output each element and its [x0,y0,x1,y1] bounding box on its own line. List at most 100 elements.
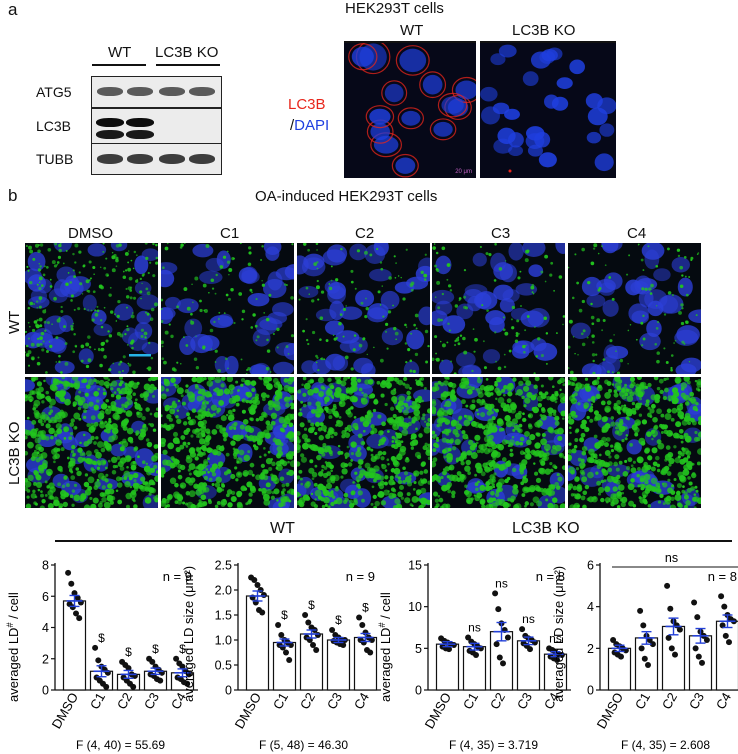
lipid-droplet [332,403,337,408]
nucleus [528,264,544,277]
lipid-droplet [298,469,303,474]
lipid-droplet [697,448,701,455]
y-tick-label: 0 [415,684,422,698]
lipid-droplet [515,334,519,337]
lipid-droplet [446,278,449,281]
lipid-droplet [83,504,91,508]
lipid-droplet [115,476,122,482]
lipid-droplet [187,442,191,446]
data-point [645,662,651,668]
nucleus [605,345,629,360]
lipid-droplet [146,441,153,448]
lipid-droplet [197,501,203,508]
lipid-droplet [352,348,356,352]
lipid-droplet [515,332,519,335]
lipid-droplet [204,309,208,313]
wb-lane-ko-line [156,64,220,66]
lipid-droplet [188,395,196,403]
lipid-droplet [207,408,210,411]
lipid-droplet [544,280,547,283]
lipid-droplet [667,487,674,494]
lipid-droplet [59,468,63,473]
lipid-droplet [248,251,252,255]
nucleus [299,404,317,419]
lipid-droplet [473,350,476,353]
lipid-droplet [479,500,485,505]
lipid-droplet [409,386,412,390]
lipid-droplet [328,283,331,285]
lipid-droplet [688,481,693,486]
lipid-droplet [314,464,318,468]
lipid-droplet [632,503,637,508]
lipid-droplet [427,443,430,448]
lipid-droplet [291,404,294,410]
lipid-droplet [697,431,701,438]
lipid-droplet [163,360,167,365]
lipid-droplet [451,474,459,482]
lipid-droplet [362,429,366,433]
lipid-droplet [377,490,385,498]
lipid-droplet [126,343,129,346]
stat-label: F (4, 35) = 2.608 [621,738,710,752]
lipid-droplet [161,414,163,418]
lipid-droplet [123,470,131,478]
lipid-droplet [251,435,258,442]
nucleus [581,276,603,297]
lipid-droplet [549,273,553,277]
lipid-droplet [118,362,121,366]
lipid-droplet [194,456,199,461]
data-point [310,642,316,648]
lipid-droplet [479,484,486,491]
lipid-droplet [668,463,672,467]
lipid-droplet [44,493,48,497]
nucleus [44,338,66,352]
lipid-droplet [290,334,294,338]
lipid-droplet [321,446,326,451]
lipid-droplet [183,429,189,436]
lipid-droplet [400,276,402,279]
lipid-droplet [630,467,637,474]
lipid-droplet [370,453,374,457]
lipid-droplet [619,418,624,423]
lipid-droplet [419,470,424,475]
lipid-droplet [311,477,315,480]
lipid-droplet [526,249,530,253]
lipid-droplet [55,336,59,340]
lipid-droplet [47,490,54,497]
lipid-droplet [111,268,116,273]
lipid-droplet [70,324,74,329]
lipid-droplet [683,491,688,496]
lipid-droplet [234,434,242,442]
lipid-droplet [509,448,513,452]
lipid-droplet [73,494,81,502]
lipid-droplet [92,497,99,504]
lipid-droplet [78,250,82,254]
lipid-droplet [407,421,412,427]
lipid-droplet [357,449,360,452]
lipid-droplet [270,412,278,419]
data-point [259,609,266,616]
lipid-droplet [28,325,31,328]
lipid-droplet [568,454,572,462]
significance-label: ns [549,631,562,645]
lipid-droplet [58,354,61,358]
lipid-droplet [316,279,319,283]
lipid-droplet [132,472,139,479]
lipid-droplet [592,371,596,374]
lipid-droplet [315,285,320,290]
lipid-droplet [584,377,589,381]
lipid-droplet [616,405,621,411]
lipid-droplet [206,380,214,387]
lipid-droplet [688,360,691,363]
lipid-droplet [654,397,660,404]
lipid-droplet [29,249,34,254]
lipid-droplet [662,482,668,488]
lipid-droplet [655,394,659,398]
lipid-droplet [28,245,32,250]
data-point [726,639,732,646]
lipid-droplet [144,497,152,504]
lipid-droplet [298,298,301,301]
lipid-droplet [483,465,490,472]
lipid-droplet [680,440,684,444]
lipid-droplet [393,467,401,475]
